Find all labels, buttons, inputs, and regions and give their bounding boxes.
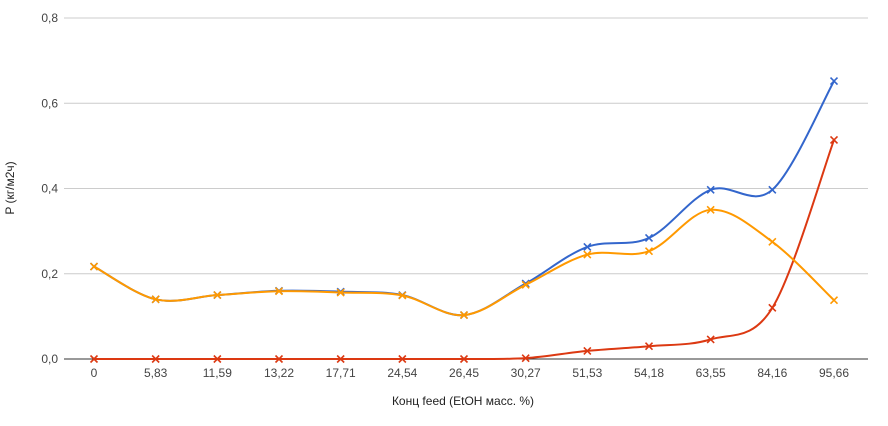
y-axis-title: P (кг/м2ч) — [3, 161, 17, 214]
data-point-marker — [768, 237, 777, 246]
y-tick-label: 0,6 — [41, 96, 58, 110]
data-point-marker — [644, 342, 654, 351]
data-point-marker — [829, 77, 839, 86]
y-tick-label: 0,0 — [41, 352, 58, 366]
x-tick-label: 0 — [91, 366, 98, 380]
x-axis-ticks: 0 5,83 11,59 13,22 17,71 24,54 26,45 30,27 51,53… — [91, 366, 850, 380]
data-point-marker — [706, 185, 715, 194]
series-line — [94, 139, 835, 361]
data-point-marker — [336, 288, 345, 297]
data-point-marker — [644, 247, 654, 256]
series-1 — [89, 77, 839, 320]
data-point-marker — [213, 354, 222, 364]
data-point-marker — [398, 291, 407, 300]
x-tick-label: 17,71 — [326, 366, 356, 380]
x-tick-label: 54,18 — [634, 366, 664, 380]
gridlines — [64, 17, 868, 360]
y-tick-label: 0,2 — [41, 267, 58, 281]
data-point-marker — [829, 296, 839, 305]
data-point-marker — [459, 354, 469, 364]
x-tick-label: 5,83 — [144, 366, 168, 380]
x-tick-label: 84,16 — [757, 366, 787, 380]
data-point-marker — [706, 205, 715, 214]
x-tick-label: 11,59 — [203, 366, 232, 380]
x-tick-label: 63,55 — [696, 366, 726, 380]
data-point-marker — [274, 354, 284, 364]
x-axis-title: Конц feed (EtOH масс. %) — [392, 394, 534, 408]
series-3 — [89, 205, 839, 320]
data-point-marker — [583, 250, 592, 259]
x-tick-label: 95,66 — [819, 366, 849, 380]
data-point-marker — [151, 354, 160, 364]
series-lines — [89, 77, 839, 364]
data-point-marker — [274, 287, 284, 296]
x-tick-label: 24,54 — [387, 366, 417, 380]
data-point-marker — [768, 185, 777, 194]
data-point-marker — [521, 354, 530, 363]
data-point-marker — [336, 354, 345, 364]
data-point-marker — [583, 242, 592, 251]
data-point-marker — [89, 262, 99, 271]
data-point-marker — [768, 303, 777, 312]
series-line — [93, 208, 835, 317]
x-tick-label: 30,27 — [511, 366, 541, 380]
data-point-marker — [398, 354, 407, 364]
data-point-marker — [644, 233, 654, 243]
x-tick-label: 51,53 — [572, 366, 602, 380]
data-point-marker — [583, 346, 592, 355]
y-tick-label: 0,8 — [41, 11, 58, 25]
data-point-marker — [706, 335, 715, 344]
data-point-marker — [89, 354, 99, 364]
data-point-marker — [151, 295, 160, 304]
data-point-marker — [521, 280, 530, 289]
data-point-marker — [213, 290, 222, 300]
series-2 — [89, 135, 839, 364]
x-tick-label: 13,22 — [264, 366, 294, 380]
series-line — [93, 80, 835, 317]
x-tick-label: 26,45 — [449, 366, 479, 380]
y-tick-label: 0,4 — [41, 182, 58, 196]
y-axis-ticks: 0,0 0,2 0,4 0,6 0,8 — [41, 11, 58, 366]
data-point-marker — [459, 311, 469, 320]
data-point-marker — [829, 135, 839, 144]
